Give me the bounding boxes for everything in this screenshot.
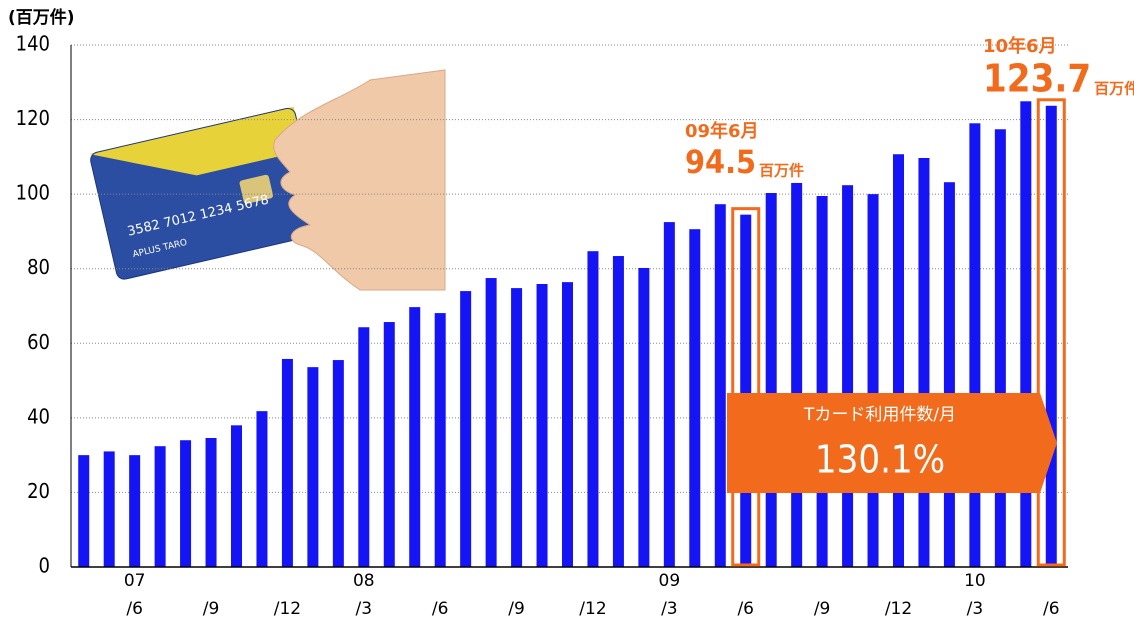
x-tick-label: /9: [203, 599, 220, 619]
y-tick-label: 120: [16, 106, 50, 130]
highlight-box: [1036, 98, 1066, 567]
banner-title: Tカード利用件数/月: [803, 405, 956, 425]
bar: [689, 229, 701, 568]
bar: [918, 157, 930, 567]
bar: [765, 193, 777, 567]
x-tick-label: /12: [579, 599, 606, 619]
bar: [867, 194, 879, 567]
bar: [663, 222, 675, 567]
x-year-label: 08: [353, 571, 375, 591]
bar: [307, 367, 319, 567]
bar: [1020, 101, 1032, 568]
highlight-box: [731, 207, 761, 567]
bar: [460, 291, 472, 567]
x-tick-label: /9: [508, 599, 525, 619]
bar: [816, 196, 828, 567]
unit-label: (百万件): [8, 7, 75, 28]
bar: [1045, 105, 1057, 568]
bar: [205, 437, 217, 567]
bar: [231, 425, 242, 567]
bar: [256, 411, 268, 567]
y-tick-label: 140: [16, 32, 50, 56]
callout-date: 10年6月: [983, 35, 1057, 57]
x-tick-label: /3: [967, 599, 984, 619]
callout-value: 123.7: [983, 57, 1091, 101]
bar: [180, 440, 192, 567]
bar: [358, 327, 370, 567]
bar: [383, 322, 395, 567]
x-tick-label: /3: [356, 599, 373, 619]
y-tick-label: 0: [39, 554, 50, 578]
x-tick-label: /12: [274, 599, 301, 619]
bar: [791, 182, 803, 567]
x-tick-label: /6: [432, 599, 449, 619]
bar: [893, 154, 904, 568]
bar: [562, 282, 573, 567]
bar: [129, 455, 141, 567]
bar: [434, 313, 446, 567]
bar: [281, 358, 293, 567]
bar: [587, 251, 599, 567]
callout-unit: 百万件: [759, 162, 804, 180]
y-tick-label: 100: [16, 181, 50, 205]
bar: [714, 204, 726, 567]
x-year-label: 10: [964, 571, 986, 591]
bar: [638, 267, 650, 567]
bar: [409, 307, 421, 567]
card-illustration: 3582 7012 1234 5678 APLUS TARO: [89, 60, 446, 295]
bar: [994, 129, 1006, 567]
y-tick-label: 80: [27, 255, 50, 279]
x-tick-label: /6: [1043, 599, 1060, 619]
bar: [78, 455, 90, 567]
bar: [154, 446, 166, 567]
banner-arrow: [727, 393, 1057, 493]
y-tick-label: 20: [27, 479, 50, 503]
x-tick-label: /6: [126, 599, 143, 619]
bar: [612, 256, 624, 567]
bar: [740, 214, 752, 567]
bar: [485, 278, 497, 567]
y-tick-label: 60: [27, 330, 50, 354]
callout-date: 09年6月: [685, 120, 759, 142]
callout-unit: 百万件: [1094, 80, 1134, 98]
bar: [842, 185, 854, 568]
x-tick-label: /12: [885, 599, 912, 619]
x-tick-label: /3: [661, 599, 678, 619]
bar: [943, 182, 955, 567]
callout-value: 94.5: [685, 143, 756, 181]
x-year-label: 07: [124, 571, 146, 591]
bar: [332, 360, 344, 567]
banner-value: 130.1%: [815, 438, 945, 482]
y-tick-label: 40: [27, 404, 50, 428]
bar: [103, 451, 115, 567]
bar: [511, 288, 523, 567]
bar: [969, 123, 981, 568]
x-tick-label: /9: [814, 599, 831, 619]
x-year-label: 09: [659, 571, 681, 591]
x-tick-label: /6: [737, 599, 754, 619]
bar: [536, 284, 548, 567]
